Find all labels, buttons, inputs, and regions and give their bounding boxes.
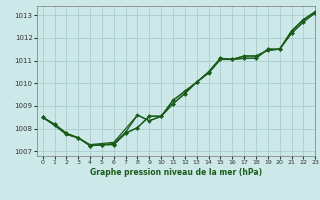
- X-axis label: Graphe pression niveau de la mer (hPa): Graphe pression niveau de la mer (hPa): [90, 168, 262, 177]
